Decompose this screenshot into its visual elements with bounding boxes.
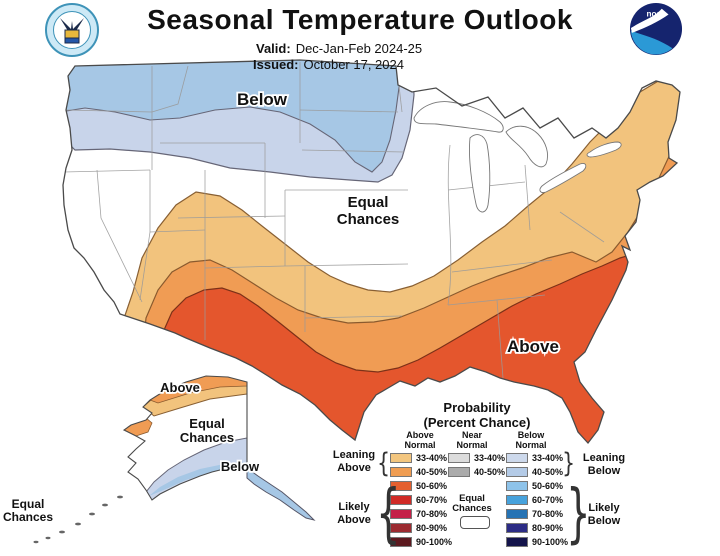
state-borders — [63, 62, 605, 379]
legend-group-leaning-above: Leaning Above — [332, 449, 376, 474]
legend-swatch-above-90-100 — [390, 537, 412, 547]
alaska-panhandle — [246, 467, 316, 521]
brace-likely-below: } — [566, 477, 591, 551]
legend-header-above: Above Normal — [404, 430, 436, 450]
legend-title-line2: (Percent Chance) — [423, 415, 531, 430]
legend-label-below-90-100: 90-100% — [532, 537, 569, 547]
conus-outline — [62, 59, 681, 445]
alaska-label-equal-2: Chances — [180, 430, 234, 445]
noaa-logo-icon: noaa — [629, 2, 683, 56]
legend-title-line1: Probability — [443, 400, 511, 415]
legend-swatch-below-50-60 — [506, 481, 528, 491]
legend-label-above-60-70: 60-70% — [416, 495, 448, 505]
legend-swatch-near-33-40 — [448, 453, 470, 463]
alaska-label-above: Above — [160, 380, 200, 395]
issued-label: Issued: — [253, 57, 299, 72]
aleutian-label-equal-1: Equal — [12, 497, 45, 511]
legend-swatch-below-33-40 — [506, 453, 528, 463]
legend-label-above-50-60: 50-60% — [416, 481, 448, 491]
alaska-outline — [122, 375, 248, 501]
aleutian-label-equal-2: Chances — [3, 510, 53, 524]
legend-label-above-80-90: 80-90% — [416, 523, 448, 533]
legend-label-above-90-100: 90-100% — [416, 537, 453, 547]
valid-line: Valid: Dec-Jan-Feb 2024-25 — [256, 41, 422, 56]
conus-label-equal-2: Chances — [337, 211, 400, 228]
legend-equal-chances-label: Equal Chances — [452, 493, 492, 514]
region-below-40-50 — [63, 60, 401, 173]
legend-swatch-above-80-90 — [390, 523, 412, 533]
legend-label-above-40-50: 40-50% — [416, 467, 448, 477]
legend-label-above-70-80: 70-80% — [416, 509, 448, 519]
lake-michigan — [469, 134, 491, 213]
lake-ontario — [586, 141, 622, 158]
legend-label-near-40-50: 40-50% — [474, 467, 506, 477]
legend-label-below-50-60: 50-60% — [532, 481, 564, 491]
lake-huron — [505, 125, 549, 168]
brace-likely-above: { — [376, 477, 401, 551]
legend-label-above-33-40: 33-40% — [416, 453, 448, 463]
legend-label-below-80-90: 80-90% — [532, 523, 564, 533]
alaska-region-below-40-50 — [149, 462, 247, 496]
legend-label-below-60-70: 60-70% — [532, 495, 564, 505]
legend-swatch-above-60-70 — [390, 495, 412, 505]
conus-label-above: Above — [507, 337, 559, 356]
aleutian-islands — [33, 495, 123, 544]
legend-swatch-below-80-90 — [506, 523, 528, 533]
legend-label-below-33-40: 33-40% — [532, 453, 564, 463]
lake-erie — [539, 163, 587, 193]
legend-swatch-below-70-80 — [506, 509, 528, 519]
legend-swatch-above-40-50 — [390, 467, 412, 477]
issued-value: October 17, 2024 — [303, 57, 404, 72]
legend-header-near: Near Normal — [456, 430, 488, 450]
legend-header-below: Below Normal — [515, 430, 547, 450]
lake-superior — [413, 101, 504, 133]
legend-group-likely-above: Likely Above — [337, 501, 371, 526]
legend-label-below-70-80: 70-80% — [532, 509, 564, 519]
brace-leaning-above: { — [377, 447, 391, 479]
alaska-label-below: Below — [221, 459, 260, 474]
legend-swatch-above-50-60 — [390, 481, 412, 491]
legend-swatch-above-70-80 — [390, 509, 412, 519]
conus-label-equal-1: Equal — [348, 194, 389, 211]
issued-line: Issued: October 17, 2024 — [253, 57, 404, 72]
legend-equal-chances-box — [460, 516, 490, 529]
great-lakes — [413, 101, 622, 213]
brace-leaning-below: } — [562, 447, 576, 479]
legend-group-leaning-below: Leaning Below — [582, 452, 626, 477]
legend-label-below-40-50: 40-50% — [532, 467, 564, 477]
legend-swatch-near-40-50 — [448, 467, 470, 477]
page-title: Seasonal Temperature Outlook — [147, 4, 573, 35]
legend-group-likely-below: Likely Below — [587, 502, 621, 527]
valid-label: Valid: — [256, 41, 291, 56]
conus-label-below: Below — [237, 90, 288, 109]
nws-logo-icon — [45, 3, 99, 57]
legend-swatch-below-40-50 — [506, 467, 528, 477]
legend-swatch-above-33-40 — [390, 453, 412, 463]
noaa-logo-text: noaa — [646, 9, 666, 18]
legend-swatch-below-60-70 — [506, 495, 528, 505]
alaska-label-equal-1: Equal — [189, 416, 224, 431]
valid-value: Dec-Jan-Feb 2024-25 — [295, 41, 423, 56]
legend-label-near-33-40: 33-40% — [474, 453, 506, 463]
legend-swatch-below-90-100 — [506, 537, 528, 547]
